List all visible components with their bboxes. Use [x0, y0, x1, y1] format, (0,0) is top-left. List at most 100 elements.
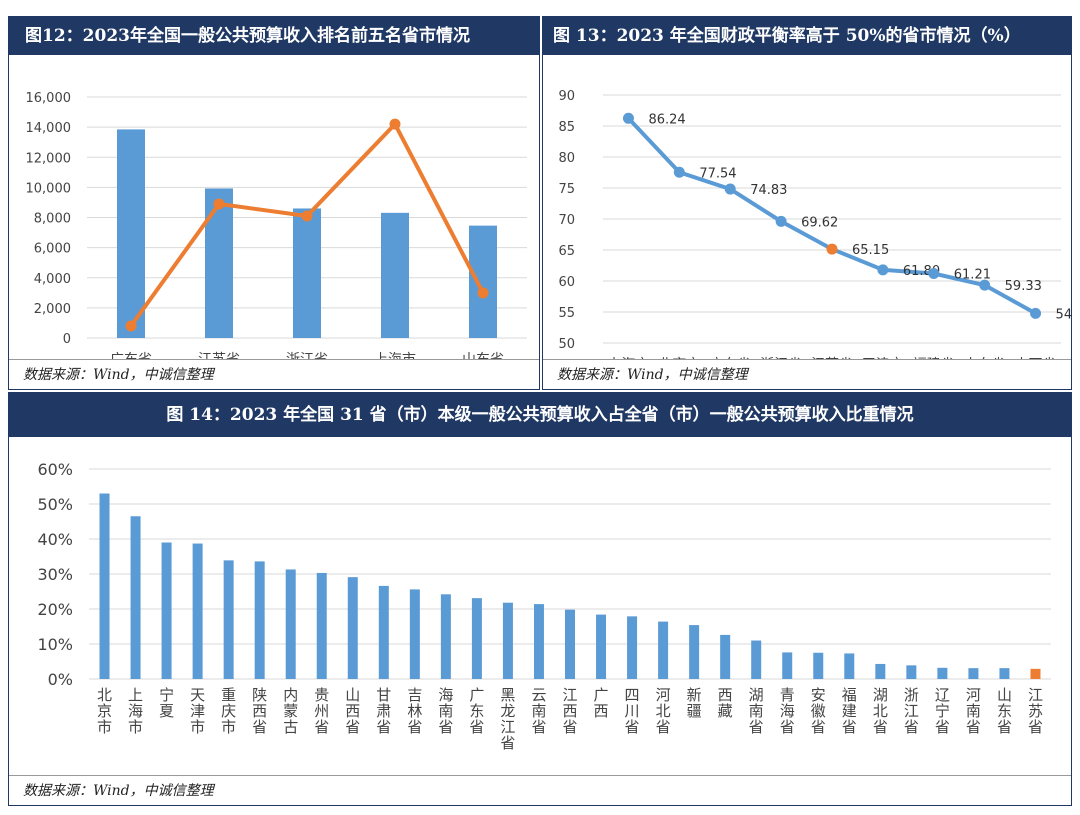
bar [751, 640, 762, 679]
line-point [724, 183, 736, 195]
x-tick-label: 北京市 [97, 686, 112, 736]
x-tick-label: 天津市 [862, 356, 904, 359]
data-label: 86.24 [648, 112, 685, 127]
chart-13-title: 图 13：2023 年全国财政平衡率高于 50%的省市情况（%） [543, 17, 1071, 55]
x-tick-label: 西藏 [718, 686, 733, 720]
bar [968, 668, 979, 679]
x-tick-label: 福建省 [913, 357, 955, 359]
line-point [622, 112, 634, 124]
x-tick-label: 海南省 [438, 686, 453, 736]
line-point [389, 118, 401, 130]
y-tick-label: 0 [63, 332, 71, 347]
x-tick-label: 福建省 [842, 686, 857, 736]
x-tick-label: 宁夏 [159, 686, 174, 720]
chart-14-plot: 0% 10% 20% 30% 40% 50% 60% 北京市 上海市 宁夏 天津市 重庆市 陕西省 内蒙古… [37, 460, 1051, 752]
bar [440, 594, 451, 679]
bar [937, 667, 948, 679]
bar [192, 543, 203, 679]
x-tick-label: 山西省 [1015, 357, 1057, 359]
data-label: 77.54 [699, 166, 736, 181]
bar [471, 598, 482, 679]
x-tick-label: 湖北省 [873, 686, 888, 736]
y-tick-label: 0% [48, 670, 73, 689]
chart-13-source: 数据来源：Wind，中诚信整理 [543, 359, 1071, 389]
bar [347, 577, 358, 679]
y-tick-label: 10,000 [26, 181, 72, 196]
data-label: 74.83 [750, 183, 787, 198]
bar [254, 561, 265, 679]
chart-14-title: 图 14：2023 年全国 31 省（市）本级一般公共预算收入占全省（市）一般公… [9, 393, 1071, 437]
x-tick-label: 广西 [594, 686, 609, 720]
x-tick-label: 重庆市 [221, 686, 236, 736]
data-label: 54.78 [1056, 307, 1071, 322]
bar [117, 129, 145, 338]
x-tick-label: 吉林省 [407, 686, 422, 736]
bar [99, 493, 110, 679]
bar [381, 212, 409, 338]
y-tick-label: 10% [37, 635, 73, 654]
x-tick-label: 湖南省 [749, 686, 764, 736]
y-tick-label: 20% [37, 600, 73, 619]
y-tick-label: 40% [37, 530, 73, 549]
y-tick-label: 70 [558, 213, 575, 228]
panel-chart-12: 图12：2023年全国一般公共预算收入排名前五名省市情况 0 2,000 4,000… [8, 16, 540, 390]
line-point [1030, 307, 1042, 319]
y-tick-label: 60% [37, 460, 73, 479]
data-label: 65.15 [852, 243, 889, 258]
x-tick-label: 江西省 [562, 686, 577, 736]
bar [533, 604, 544, 679]
x-tick-label: 浙江省 [286, 352, 328, 359]
y-tick-label: 85 [558, 120, 575, 135]
chart-12-source: 数据来源：Wind，中诚信整理 [9, 359, 539, 389]
y-tick-label: 50% [37, 495, 73, 514]
x-tick-label: 陕西省 [252, 686, 267, 736]
bar [596, 614, 607, 679]
x-tick-label: 北京市 [658, 356, 700, 359]
x-tick-label: 内蒙古 [283, 686, 298, 736]
y-tick-label: 14,000 [26, 121, 72, 136]
bar [720, 634, 731, 679]
x-tick-label: 江苏省 [198, 352, 240, 359]
panel-chart-13: 图 13：2023 年全国财政平衡率高于 50%的省市情况（%） 50 55 60 6… [542, 16, 1072, 390]
y-tick-label: 6,000 [34, 242, 71, 257]
y-tick-label: 16,000 [26, 91, 72, 106]
line-point [928, 267, 940, 279]
line-point [477, 287, 489, 299]
bar [689, 625, 700, 679]
bar [130, 516, 141, 679]
x-tick-label: 贵州省 [314, 686, 329, 736]
line-point [826, 243, 838, 255]
bar [1030, 668, 1041, 679]
bar [378, 585, 389, 679]
bar [285, 569, 296, 679]
line-point [673, 166, 685, 178]
y-tick-label: 30% [37, 565, 73, 584]
x-tick-label: 山东省 [997, 686, 1012, 736]
y-tick-label: 55 [558, 306, 575, 321]
x-tick-label: 山东省 [462, 352, 504, 359]
x-tick-label: 新疆 [687, 686, 702, 720]
x-tick-label: 黑龙江省 [500, 686, 515, 752]
panel-chart-14: 图 14：2023 年全国 31 省（市）本级一般公共预算收入占全省（市）一般公… [8, 392, 1072, 806]
line-point [125, 320, 137, 332]
x-tick-label: 山西省 [345, 686, 360, 736]
y-tick-label: 4,000 [34, 272, 71, 287]
y-tick-label: 2,000 [34, 302, 71, 317]
line-point [979, 279, 991, 291]
bar [409, 589, 420, 679]
x-tick-label: 广东省 [709, 357, 751, 359]
bar [782, 652, 793, 679]
bar [161, 542, 172, 679]
chart-13-plot: 50 55 60 65 70 75 80 85 90 86.24 上海市 77.54 北京市 74.83 广… [558, 89, 1071, 359]
line-point [301, 210, 313, 222]
chart-12-title: 图12：2023年全国一般公共预算收入排名前五名省市情况 [9, 17, 539, 55]
x-tick-label: 四川省 [625, 686, 640, 736]
x-tick-label: 甘肃省 [376, 686, 391, 736]
bar [316, 572, 327, 679]
bar [658, 621, 669, 679]
y-tick-label: 90 [558, 89, 575, 104]
bar [875, 663, 886, 679]
bar [627, 616, 638, 679]
bar [906, 665, 917, 679]
x-tick-label: 广东省 [110, 352, 152, 359]
